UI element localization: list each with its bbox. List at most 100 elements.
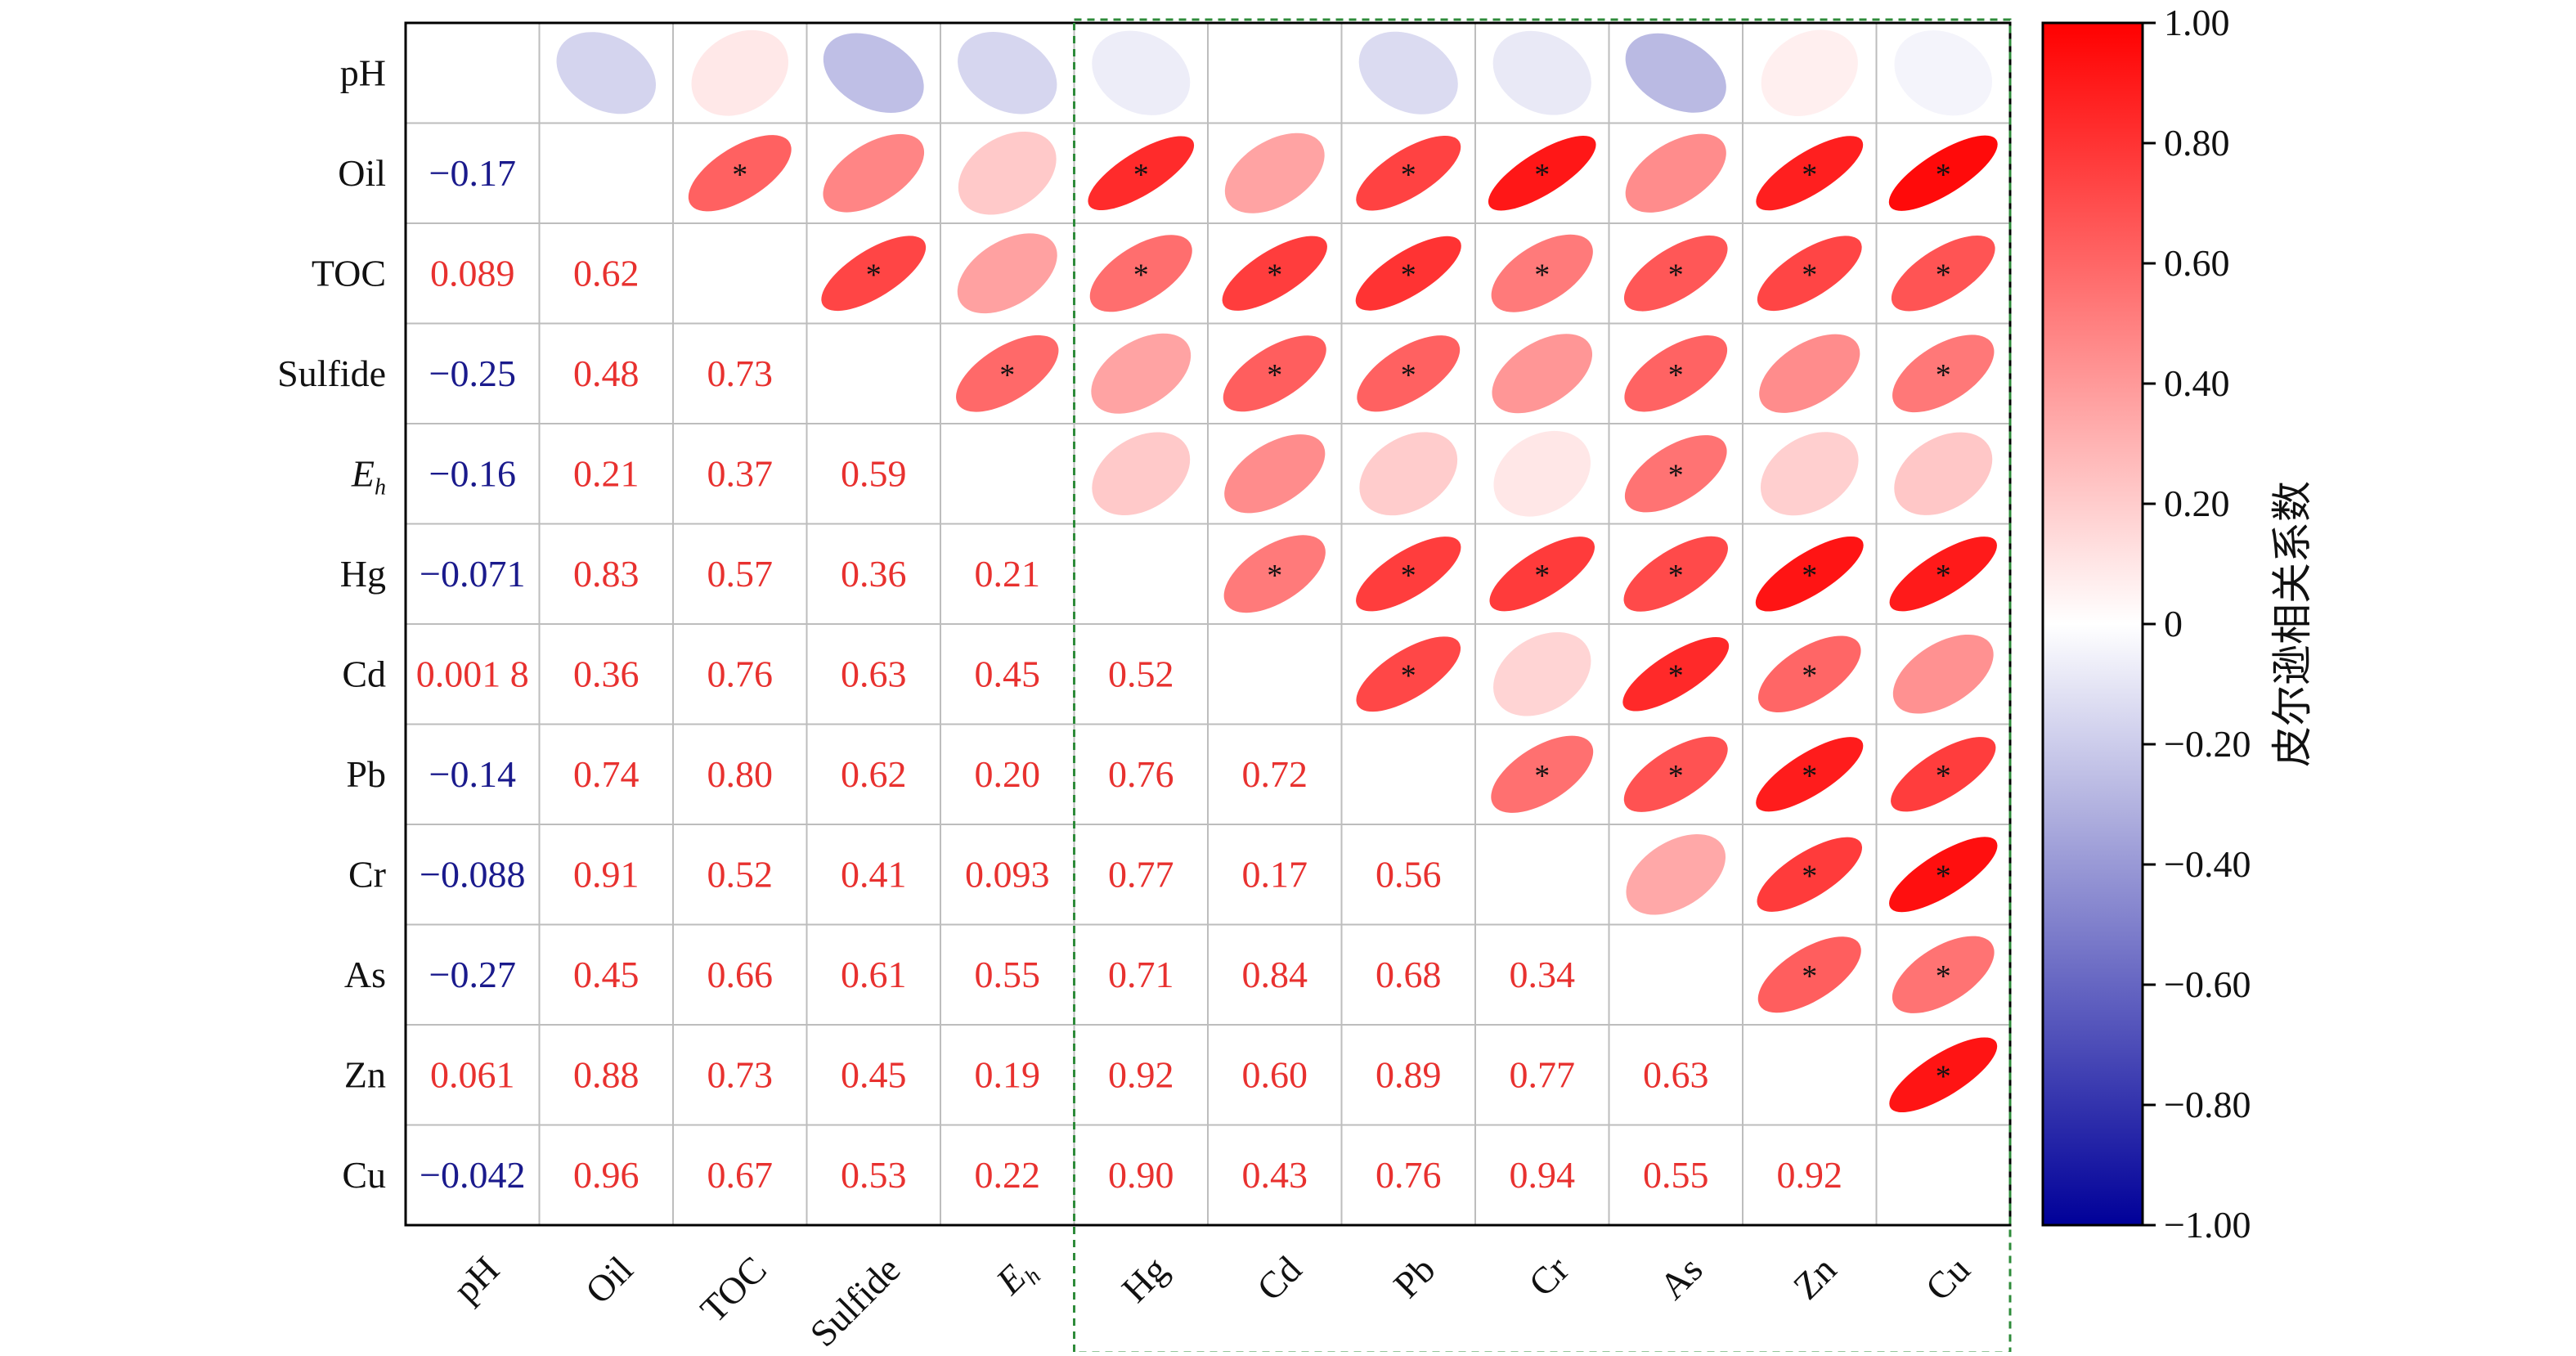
colorbar-tick-label: −0.20: [2164, 723, 2251, 765]
colorbar-tick-label: −0.60: [2164, 963, 2251, 1005]
correlation-ellipse-e_h-cr: [1493, 430, 1591, 517]
correlation-ellipse-e_h-as: [1624, 435, 1727, 513]
correlation-value-label: 0.57: [707, 553, 774, 595]
matrix-cell: [940, 724, 1075, 824]
correlation-value-label: 0.093: [965, 853, 1050, 895]
matrix-cell: [806, 424, 940, 524]
matrix-cell: [1341, 724, 1475, 824]
correlation-value-label: 0.43: [1242, 1154, 1308, 1196]
matrix-cell: [940, 924, 1075, 1025]
matrix-cell: [539, 924, 673, 1025]
colorbar-tick-label: 0.20: [2164, 483, 2230, 524]
correlation-ellipse-cr-as: [1626, 833, 1726, 915]
correlation-ellipse-sulfide-e_h: [956, 335, 1059, 412]
significance-asterisk: *: [1802, 959, 1817, 994]
significance-asterisk: *: [1802, 158, 1817, 192]
correlation-ellipse-ph-cu: [1894, 30, 1993, 116]
correlation-value-label: 0.60: [1242, 1053, 1308, 1095]
x-tick-label: Sulfide: [802, 1248, 909, 1352]
significance-asterisk: *: [732, 158, 747, 192]
correlation-ellipse-toc-pb: [1355, 236, 1461, 311]
correlation-ellipse-cd-zn: [1757, 635, 1861, 713]
correlation-ellipse-oil-hg: [1088, 136, 1195, 211]
colorbar-tick-label: 0.40: [2164, 362, 2230, 404]
correlation-ellipse-oil-sulfide: [823, 133, 925, 213]
matrix-cell: [673, 624, 807, 725]
correlation-value-label: −0.088: [420, 853, 525, 895]
y-tick-label: Zn: [344, 1053, 386, 1095]
correlation-value-label: 0.45: [841, 1053, 907, 1095]
matrix-cell: [539, 523, 673, 624]
significance-asterisk: *: [1668, 458, 1684, 492]
correlation-value-label: −0.071: [420, 553, 525, 595]
significance-asterisk: *: [1802, 658, 1817, 693]
matrix-cell: [1876, 1125, 2010, 1225]
colorbar-label: 皮尔逊相关系数: [2269, 481, 2316, 767]
matrix-cell: [673, 824, 807, 925]
x-tick-label: Cd: [1249, 1248, 1309, 1309]
correlation-ellipse-ph-e_h: [958, 32, 1057, 114]
significance-asterisk: *: [1936, 859, 1951, 893]
matrix-cell: [1208, 924, 1342, 1025]
correlation-ellipse-sulfide-pb: [1357, 335, 1461, 412]
correlation-value-label: −0.27: [429, 954, 516, 995]
correlation-ellipse-cd-cu: [1892, 634, 1994, 714]
x-tick-label: Hg: [1114, 1248, 1176, 1310]
matrix-cell: [1609, 924, 1743, 1025]
matrix-cell: [406, 1025, 540, 1125]
correlation-value-label: 0.71: [1108, 954, 1174, 995]
colorbar-tick-label: 1.00: [2164, 2, 2230, 43]
correlation-value-label: 0.34: [1510, 954, 1576, 995]
matrix-cell: [1341, 824, 1475, 925]
x-tick-label: Cr: [1520, 1248, 1577, 1304]
correlation-value-label: −0.17: [429, 152, 516, 194]
correlation-value-label: 0.73: [707, 352, 774, 394]
correlation-ellipse-ph-cr: [1492, 30, 1591, 115]
matrix-cell: [806, 1025, 940, 1125]
significance-asterisk: *: [866, 258, 882, 292]
significance-asterisk: *: [1534, 559, 1550, 593]
matrix-cell: [1208, 624, 1342, 725]
correlation-ellipse-cd-as: [1622, 637, 1730, 712]
significance-asterisk: *: [1936, 258, 1951, 292]
matrix-cell: [806, 323, 940, 424]
correlation-value-label: 0.73: [707, 1053, 774, 1095]
colorbar-tick-label: 0.80: [2164, 122, 2230, 164]
matrix-cell: [406, 223, 540, 324]
matrix-cell: [1074, 1125, 1208, 1225]
correlation-ellipse-sulfide-hg: [1091, 333, 1192, 414]
significance-asterisk: *: [1267, 559, 1282, 593]
significance-asterisk: *: [1668, 258, 1684, 292]
correlation-ellipse-oil-cd: [1224, 132, 1325, 213]
correlation-ellipse-hg-cu: [1889, 537, 1997, 612]
correlation-value-label: 0.68: [1376, 954, 1442, 995]
colorbar-tick-label: −1.00: [2164, 1204, 2251, 1246]
matrix-cell: [406, 523, 540, 624]
matrix-cell: [673, 924, 807, 1025]
correlation-ellipse-ph-as: [1625, 33, 1726, 113]
matrix-cell: [406, 624, 540, 725]
correlation-ellipse-sulfide-cu: [1892, 335, 1995, 413]
correlation-ellipse-sulfide-zn: [1759, 334, 1860, 413]
matrix-cell: [1208, 824, 1342, 925]
correlation-value-label: 0.76: [1108, 753, 1174, 795]
matrix-cell: [806, 824, 940, 925]
significance-asterisk: *: [1936, 1059, 1951, 1093]
colorbar-gradient: [2041, 21, 2144, 1227]
significance-asterisk: *: [1534, 158, 1550, 192]
correlation-value-label: 0.94: [1510, 1154, 1576, 1196]
matrix-cell: [1475, 824, 1609, 925]
correlation-ellipse-hg-cr: [1489, 537, 1595, 612]
correlation-value-label: 0.91: [573, 853, 640, 895]
matrix-cell: [806, 1125, 940, 1225]
significance-asterisk: *: [1401, 559, 1416, 593]
colorbar-tick-label: −0.40: [2164, 843, 2251, 885]
matrix-cell: [539, 323, 673, 424]
matrix-grid: [404, 21, 2012, 1227]
correlation-ellipse-hg-pb: [1356, 537, 1461, 612]
correlation-value-label: 0.76: [1376, 1154, 1442, 1196]
y-axis-tick-labels: pH Oil TOC Sulfide Eh Hg Cd Pb Cr As Zn Cu: [277, 52, 386, 1196]
x-axis-tick-labels: pH Oil TOC Sulfide Eh Hg Cd Pb Cr As Zn Cu: [445, 1248, 1977, 1354]
